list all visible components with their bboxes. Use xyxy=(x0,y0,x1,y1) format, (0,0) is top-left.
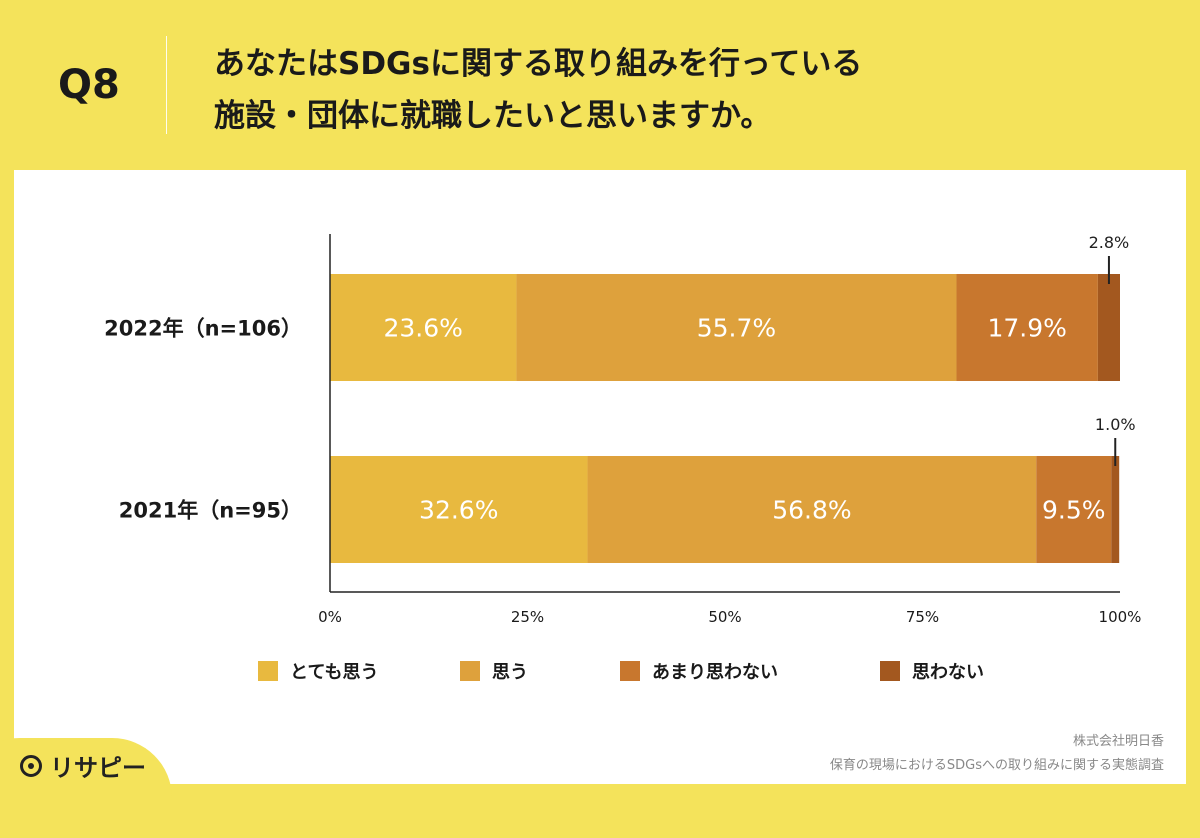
legend-label: あまり思わない xyxy=(652,662,778,683)
legend-swatch xyxy=(620,661,640,681)
stacked-bar-chart: 23.6% 55.7% 17.9% 2.8% 2022年（n=106） 32.6% 56.8… xyxy=(104,233,1142,626)
question-number: Q8 xyxy=(58,62,120,108)
legend-swatch xyxy=(258,661,278,681)
data-label: 32.6% xyxy=(419,496,498,525)
data-label: 9.5% xyxy=(1042,496,1106,525)
x-tick-label: 100% xyxy=(1099,608,1142,626)
data-label: 55.7% xyxy=(697,314,776,343)
pin-icon xyxy=(20,754,42,777)
logo-text: リサピー xyxy=(50,754,146,782)
legend-item: あまり思わない xyxy=(620,658,778,684)
legend-swatch xyxy=(460,661,480,681)
bar-segment xyxy=(330,274,517,381)
credit-company: 株式会社明日香 xyxy=(1072,734,1164,749)
header-divider xyxy=(166,36,167,134)
bar-segment xyxy=(330,456,588,563)
x-tick-label: 75% xyxy=(906,608,939,626)
bar-segment xyxy=(1036,456,1112,563)
header: Q8 あなたはSDGsに関する取り組みを行っている 施設・団体に就職したいと思い… xyxy=(0,0,1200,170)
category-label: 2022年（n=106） xyxy=(104,317,302,341)
bar-segment xyxy=(956,274,1098,381)
chart-card: 23.6% 55.7% 17.9% 2.8% 2022年（n=106） 32.6% 56.8… xyxy=(14,170,1186,784)
question-title: あなたはSDGsに関する取り組みを行っている 施設・団体に就職したいと思いますか… xyxy=(214,38,862,142)
legend-item: とても思う xyxy=(258,658,379,684)
legend-swatch xyxy=(880,661,900,681)
legend-item: 思う xyxy=(460,658,528,684)
data-label: 17.9% xyxy=(987,314,1066,343)
question-title-line2: 施設・団体に就職したいと思いますか。 xyxy=(214,98,772,134)
category-label: 2021年（n=95） xyxy=(119,499,302,523)
legend-label: 思う xyxy=(492,662,528,683)
bar-segment xyxy=(1097,274,1120,381)
bar-segment xyxy=(516,274,957,381)
data-label: 2.8% xyxy=(1089,233,1130,252)
x-tick-label: 0% xyxy=(318,608,342,626)
x-tick-label: 50% xyxy=(708,608,741,626)
data-label: 23.6% xyxy=(384,314,463,343)
logo: リサピー xyxy=(20,748,146,783)
bar-segment xyxy=(1111,456,1120,563)
bar-segment xyxy=(587,456,1037,563)
legend-item: 思わない xyxy=(880,658,984,684)
x-tick-label: 25% xyxy=(511,608,544,626)
credit-survey: 保育の現場におけるSDGsへの取り組みに関する実態調査 xyxy=(829,758,1164,773)
question-title-line1: あなたはSDGsに関する取り組みを行っている xyxy=(214,46,863,82)
legend-label: 思わない xyxy=(912,662,984,683)
data-label: 1.0% xyxy=(1095,415,1136,434)
data-label: 56.8% xyxy=(772,496,851,525)
legend-label: とても思う xyxy=(290,662,379,683)
